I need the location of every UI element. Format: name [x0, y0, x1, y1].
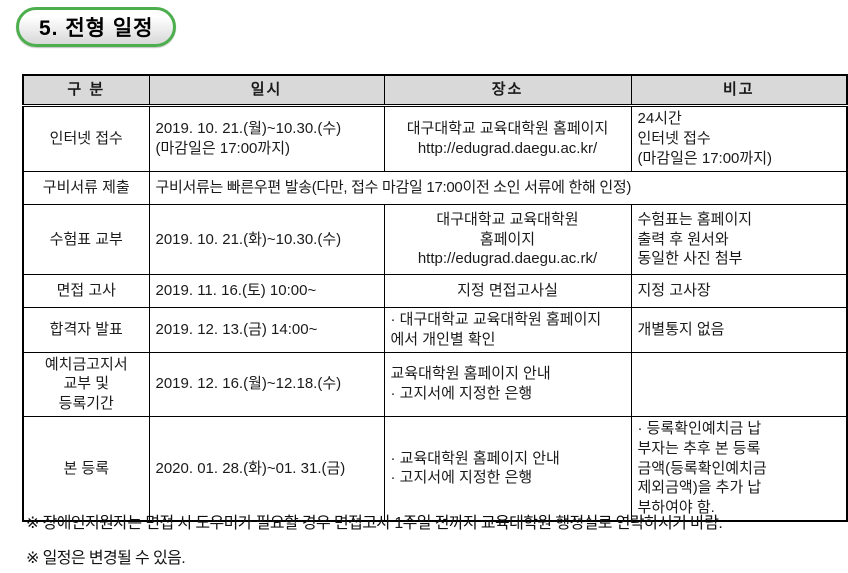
cell-category: 인터넷 접수	[22, 105, 150, 172]
table-row-document-submission: 구비서류 제출 구비서류는 빠른우편 발송(다만, 접수 마감일 17:00이전…	[22, 171, 848, 205]
cell-location: 교육대학원 홈페이지 안내 · 고지서에 지정한 은행	[383, 351, 632, 417]
header-category: 구 분	[22, 74, 150, 107]
header-location: 장소	[383, 74, 632, 107]
footnote-disability-help: ※ 장애인지원자는 면접 시 도우미가 필요할 경우 면접고사 1주일 전까지 …	[26, 515, 723, 532]
footnote-schedule-change: ※ 일정은 변경될 수 있음.	[26, 550, 186, 567]
table-row-final-registration: 본 등록 2020. 01. 28.(화)~01. 31.(금) · 교육대학원…	[22, 415, 848, 522]
table-row-internet-application: 인터넷 접수 2019. 10. 21.(월)~10.30.(수) (마감일은 …	[22, 105, 848, 172]
cell-note: 개별통지 없음	[630, 307, 848, 353]
cell-datetime: 2020. 01. 28.(화)~01. 31.(금)	[148, 415, 385, 522]
table-row-interview: 면접 고사 2019. 11. 16.(토) 10:00~ 지정 면접고사실 지…	[22, 274, 848, 308]
cell-note: 지정 고사장	[630, 274, 848, 308]
cell-datetime: 2019. 12. 16.(월)~12.18.(수)	[148, 351, 385, 417]
cell-note: · 등록확인예치금 납 부자는 추후 본 등록 금액(등록확인예치금 제외금액)…	[630, 415, 848, 522]
cell-merged-info: 구비서류는 빠른우편 발송(다만, 접수 마감일 17:00이전 소인 서류에 …	[148, 171, 848, 205]
cell-location: 대구대학교 교육대학원 홈페이지 http://edugrad.daegu.ac…	[383, 105, 632, 172]
section-title: 5. 전형 일정	[39, 17, 154, 40]
cell-location: · 대구대학교 교육대학원 홈페이지 에서 개인별 확인	[383, 307, 632, 353]
table-header-row: 구 분 일시 장소 비고	[22, 74, 848, 107]
cell-datetime: 2019. 11. 16.(토) 10:00~	[148, 274, 385, 308]
cell-category: 본 등록	[22, 415, 150, 522]
cell-location: · 교육대학원 홈페이지 안내 · 고지서에 지정한 은행	[383, 415, 632, 522]
table-row-results-announcement: 합격자 발표 2019. 12. 13.(금) 14:00~ · 대구대학교 교…	[22, 307, 848, 353]
cell-datetime: 2019. 12. 13.(금) 14:00~	[148, 307, 385, 353]
section-title-badge: 5. 전형 일정	[16, 7, 177, 47]
table-row-exam-slip-issue: 수험표 교부 2019. 10. 21.(화)~10.30.(수) 대구대학교 …	[22, 204, 848, 275]
admission-schedule-table: 구 분 일시 장소 비고 인터넷 접수 2019. 10. 21.(월)~10.…	[22, 74, 848, 522]
footnotes: ※ 장애인지원자는 면접 시 도우미가 필요할 경우 면접고사 1주일 전까지 …	[26, 509, 836, 573]
cell-datetime: 2019. 10. 21.(화)~10.30.(수)	[148, 204, 385, 275]
cell-location: 지정 면접고사실	[383, 274, 632, 308]
cell-category: 예치금고지서 교부 및 등록기간	[22, 351, 150, 417]
cell-category: 수험표 교부	[22, 204, 150, 275]
cell-note: 24시간 인터넷 접수 (마감일은 17:00까지)	[630, 105, 848, 172]
cell-location: 대구대학교 교육대학원 홈페이지 http://edugrad.daegu.ac…	[383, 204, 632, 275]
header-note: 비고	[630, 74, 848, 107]
header-datetime: 일시	[148, 74, 385, 107]
cell-category: 구비서류 제출	[22, 171, 150, 205]
cell-datetime: 2019. 10. 21.(월)~10.30.(수) (마감일은 17:00까지…	[148, 105, 385, 172]
cell-category: 합격자 발표	[22, 307, 150, 353]
cell-note: 수험표는 홈페이지 출력 후 원서와 동일한 사진 첨부	[630, 204, 848, 275]
table-row-deposit-notice: 예치금고지서 교부 및 등록기간 2019. 12. 16.(월)~12.18.…	[22, 351, 848, 417]
cell-note	[630, 351, 848, 417]
cell-category: 면접 고사	[22, 274, 150, 308]
